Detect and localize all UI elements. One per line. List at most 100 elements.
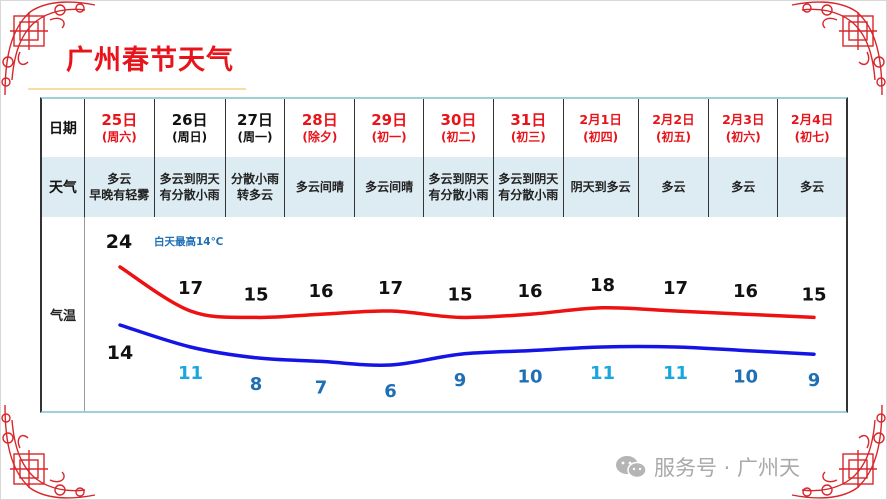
weather-text: 多云到阴天 bbox=[498, 172, 559, 186]
low-temp-label: 14 bbox=[107, 342, 133, 364]
high-temp-label: 18 bbox=[590, 275, 615, 296]
day-sublabel: (周六) bbox=[101, 130, 137, 144]
date-cell: 25日 (周六) bbox=[85, 99, 155, 157]
weather-text: 多云 bbox=[800, 180, 825, 194]
weather-cell: 多云 bbox=[639, 157, 710, 217]
date-label: 2月3日 bbox=[722, 112, 765, 127]
date-cell: 30日 (初二) bbox=[424, 99, 494, 157]
date-cell: 26日 (周日) bbox=[155, 99, 226, 157]
date-label: 29日 bbox=[371, 111, 408, 129]
day-sublabel: (周一) bbox=[237, 130, 273, 144]
ornament-corner-top-left-icon bbox=[1, 1, 96, 96]
weather-text: 分散小雨 bbox=[230, 172, 279, 186]
day-sublabel: (初六) bbox=[725, 130, 761, 144]
date-cell: 31日 (初三) bbox=[494, 99, 564, 157]
high-temp-label: 15 bbox=[243, 284, 268, 305]
high-temp-label: 15 bbox=[801, 284, 826, 305]
title-underline bbox=[28, 88, 246, 90]
date-cell: 2月4日 (初七) bbox=[778, 99, 846, 157]
weather-cell: 多云到阴天有分散小雨 bbox=[155, 157, 226, 217]
date-label: 31日 bbox=[510, 111, 547, 129]
weather-cell: 多云到阴天 有分散小雨 bbox=[424, 157, 494, 217]
weather-table: 日期 25日 (周六) 26日 (周日) 27日 (周一) 28日 (除夕) 29日 (初一) 30… bbox=[40, 97, 848, 413]
day-sublabel: (初一) bbox=[371, 130, 407, 144]
weather-row: 天气 多云 早晚有轻雾 多云到阴天 有分散小雨 分散小雨 转多云 多云间晴 多云间晴 多云到阴天… bbox=[42, 157, 846, 217]
day-sublabel: (初七) bbox=[794, 130, 830, 144]
high-temp-label: 17 bbox=[178, 278, 203, 299]
date-label: 26日 bbox=[171, 111, 208, 129]
watermark: 服务号 · 广州天 bbox=[614, 452, 800, 482]
date-label: 2月1日 bbox=[579, 112, 622, 127]
weather-cell: 多云 早晚有轻雾 bbox=[85, 157, 155, 217]
low-temp-label: 10 bbox=[517, 367, 542, 388]
weather-cell: 多云 bbox=[778, 157, 846, 217]
weather-text: 有分散小雨 bbox=[159, 188, 220, 202]
weather-text: 多云 bbox=[107, 172, 132, 186]
date-row: 日期 25日 (周六) 26日 (周日) 27日 (周一) 28日 (除夕) 29日 (初一) 30… bbox=[42, 99, 846, 159]
weather-text: 早晚有轻雾 bbox=[89, 188, 150, 202]
date-cell: 2月2日 (初五) bbox=[639, 99, 710, 157]
ornament-corner-bottom-left-icon bbox=[1, 404, 96, 499]
low-temp-line bbox=[118, 323, 816, 367]
low-temp-label: 8 bbox=[250, 374, 263, 395]
weather-text: 多云 bbox=[661, 180, 686, 194]
temperature-row: 气温 24 17 15 16 17 15 16 18 17 16 15 14 11 8 7 6 9 10 11 11 1… bbox=[42, 217, 846, 411]
high-temp-label: 17 bbox=[378, 278, 403, 299]
ornament-corner-bottom-right-icon bbox=[791, 404, 886, 499]
weather-text: 转多云 bbox=[236, 188, 273, 202]
low-temp-label: 10 bbox=[733, 367, 758, 388]
weather-text: 有分散小雨 bbox=[428, 188, 489, 202]
day-sublabel: (周日) bbox=[172, 130, 208, 144]
weather-text: 多云间晴 bbox=[295, 180, 344, 194]
temperature-row-label: 气温 bbox=[42, 217, 85, 411]
day-sublabel: (初四) bbox=[583, 130, 619, 144]
weather-cell: 多云到阴天有分散小雨 bbox=[494, 157, 564, 217]
weather-cell: 多云间晴 bbox=[355, 157, 425, 217]
date-label: 2月2日 bbox=[652, 112, 695, 127]
ornament-corner-top-right-icon bbox=[791, 1, 886, 96]
weather-text: 多云 bbox=[731, 180, 756, 194]
page-title: 广州春节天气 bbox=[66, 45, 234, 76]
day-sublabel: (初三) bbox=[510, 130, 546, 144]
low-temp-label: 9 bbox=[808, 370, 821, 391]
date-row-label: 日期 bbox=[42, 99, 85, 157]
weather-cell: 多云 bbox=[709, 157, 779, 217]
low-temp-label: 6 bbox=[384, 381, 397, 402]
date-cell: 2月1日 (初四) bbox=[564, 99, 639, 157]
weather-text: 多云到阴天 bbox=[159, 172, 220, 186]
low-temp-label: 11 bbox=[663, 363, 688, 384]
date-cell: 28日 (除夕) bbox=[285, 99, 356, 157]
high-temp-label: 15 bbox=[447, 284, 472, 305]
weather-text: 多云间晴 bbox=[365, 180, 414, 194]
temperature-chart: 24 17 15 16 17 15 16 18 17 16 15 14 11 8 7 6 9 10 11 11 10 9 bbox=[106, 231, 827, 402]
date-label: 28日 bbox=[301, 111, 338, 129]
chart-annotation: 白天最高14℃ bbox=[154, 236, 224, 248]
low-temp-label: 7 bbox=[315, 377, 328, 398]
watermark-text: 服务号 · 广州天 bbox=[654, 456, 801, 480]
date-label: 25日 bbox=[101, 111, 138, 129]
high-temp-line bbox=[118, 265, 816, 320]
day-sublabel: (除夕) bbox=[302, 130, 338, 144]
date-cell: 27日 (周一) bbox=[226, 99, 286, 157]
date-label: 27日 bbox=[237, 111, 273, 129]
weather-text: 阴天到多云 bbox=[570, 180, 631, 194]
high-temp-label: 16 bbox=[733, 281, 758, 302]
date-label: 30日 bbox=[440, 111, 477, 129]
low-temp-label: 11 bbox=[590, 363, 615, 384]
high-temp-label: 16 bbox=[308, 281, 333, 302]
wechat-icon bbox=[616, 456, 647, 479]
day-sublabel: (初二) bbox=[440, 130, 476, 144]
date-cell: 2月3日 (初六) bbox=[709, 99, 779, 157]
weather-text: 有分散小雨 bbox=[498, 188, 559, 202]
low-temp-label: 9 bbox=[454, 370, 467, 391]
weather-cell: 多云间晴 bbox=[285, 157, 356, 217]
weather-row-label: 天气 bbox=[42, 157, 85, 217]
high-temp-label: 17 bbox=[663, 278, 688, 299]
low-temp-label: 11 bbox=[178, 363, 203, 384]
weather-cell: 分散小雨 转多云 bbox=[226, 157, 286, 217]
high-temp-label: 24 bbox=[106, 231, 132, 253]
day-sublabel: (初五) bbox=[655, 130, 691, 144]
date-label: 2月4日 bbox=[790, 112, 834, 127]
date-cell: 29日 (初一) bbox=[355, 99, 425, 157]
weather-cell: 阴天到多云 bbox=[564, 157, 639, 217]
